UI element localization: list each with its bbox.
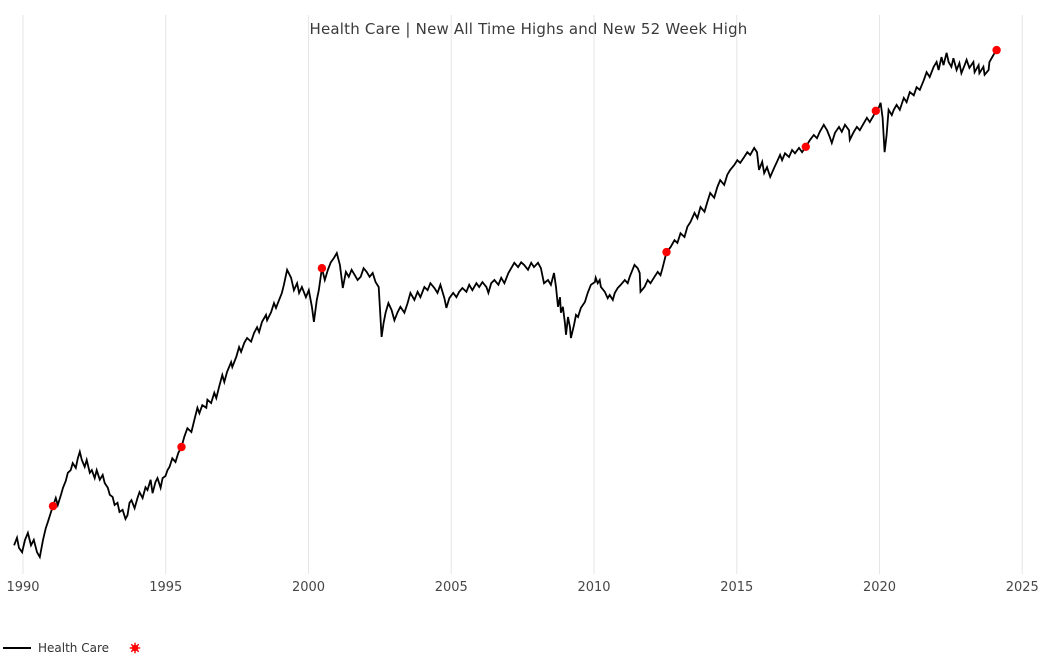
event-marker-dot (177, 442, 186, 452)
x-tick-label: 2020 (863, 580, 896, 595)
x-tick-label: 2010 (577, 580, 610, 595)
legend-series-label: Health Care (38, 641, 110, 655)
event-markers (48, 45, 1001, 511)
legend: Health Care (3, 639, 142, 657)
x-tick-label: 2015 (720, 580, 753, 595)
event-marker-dot (662, 247, 671, 257)
x-gridlines (22, 15, 1023, 574)
event-marker-dot (801, 142, 810, 151)
event-marker-dot (871, 106, 880, 116)
legend-marker-spike (134, 643, 140, 649)
price-line (13, 49, 998, 560)
x-tick-label: 2000 (292, 580, 325, 595)
event-marker-dot (317, 264, 327, 273)
event-marker-dot (992, 45, 1001, 55)
price-line-path (13, 49, 998, 560)
x-tick-label: 2005 (435, 580, 468, 595)
legend-event-marker-icon (129, 642, 141, 654)
legend-line-swatch (3, 647, 31, 649)
x-tick-label: 1995 (149, 580, 182, 595)
chart-title: Health Care | New All Time Highs and New… (309, 20, 748, 38)
x-tick-label: 1990 (6, 580, 39, 595)
x-tick-labels: 1990 1995 2000 2005 2010 2015 2020 2025 (6, 580, 1038, 595)
x-tick-label: 2025 (1006, 580, 1039, 595)
event-marker-dot (48, 501, 58, 511)
